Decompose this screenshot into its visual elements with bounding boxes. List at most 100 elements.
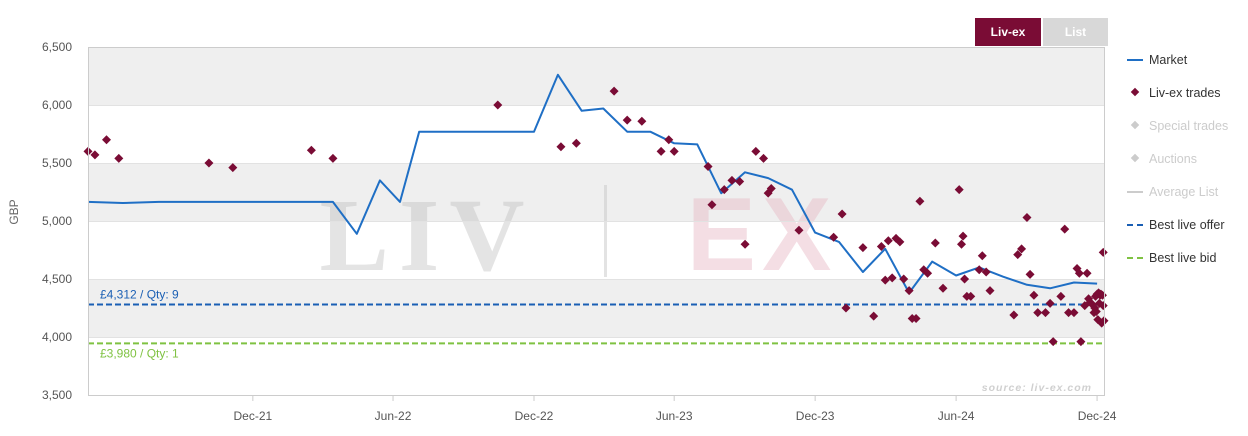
trade-point[interactable] bbox=[1098, 301, 1108, 311]
grid-band bbox=[88, 163, 1104, 221]
trade-point[interactable] bbox=[1040, 308, 1050, 318]
legend-item-liv-ex-trades[interactable]: Liv-ex trades bbox=[1126, 83, 1221, 103]
trade-point[interactable] bbox=[766, 184, 776, 194]
trade-point[interactable] bbox=[837, 209, 847, 219]
trade-point[interactable] bbox=[1013, 250, 1023, 260]
tab-livex[interactable]: Liv-ex bbox=[975, 18, 1041, 46]
trade-point[interactable] bbox=[977, 251, 987, 261]
legend-item-special-trades[interactable]: Special trades bbox=[1126, 116, 1228, 136]
trade-point[interactable] bbox=[880, 275, 890, 285]
trade-point[interactable] bbox=[1045, 298, 1055, 308]
trade-point[interactable] bbox=[1076, 337, 1086, 347]
trade-point[interactable] bbox=[556, 142, 566, 152]
y-tick-label: 3,500 bbox=[42, 388, 72, 402]
trade-point[interactable] bbox=[751, 146, 761, 156]
trade-point[interactable] bbox=[899, 274, 909, 284]
trade-point[interactable] bbox=[228, 163, 238, 173]
trade-point[interactable] bbox=[669, 146, 679, 156]
trade-point[interactable] bbox=[114, 153, 124, 163]
trade-point[interactable] bbox=[841, 303, 851, 313]
y-axis-tick-labels: 3,500 4,000 4,500 5,000 5,500 6,000 6,500 bbox=[42, 40, 72, 402]
legend-item-best-live-offer[interactable]: Best live offer bbox=[1126, 215, 1225, 235]
trade-point[interactable] bbox=[306, 145, 316, 155]
legend-label: Average List bbox=[1149, 185, 1219, 199]
trade-point[interactable] bbox=[719, 185, 729, 195]
trade-point[interactable] bbox=[974, 265, 984, 275]
trade-point[interactable] bbox=[204, 158, 214, 168]
trade-point[interactable] bbox=[829, 232, 839, 242]
trade-point[interactable] bbox=[958, 231, 968, 241]
market-series-line[interactable] bbox=[87, 73, 1098, 294]
trade-point[interactable] bbox=[664, 135, 674, 145]
view-tabs: Liv-ex List bbox=[975, 18, 1108, 46]
trade-point[interactable] bbox=[703, 161, 713, 171]
legend-label: Best live offer bbox=[1149, 218, 1225, 232]
trade-point[interactable] bbox=[735, 177, 745, 187]
tab-list[interactable]: List bbox=[1043, 18, 1108, 46]
trade-point[interactable] bbox=[938, 283, 948, 293]
trade-point[interactable] bbox=[887, 273, 897, 283]
trade-point[interactable] bbox=[923, 268, 933, 278]
trade-point[interactable] bbox=[1091, 306, 1101, 316]
trade-point[interactable] bbox=[1017, 244, 1027, 254]
diamond-legend-icon bbox=[1126, 85, 1144, 101]
y-tick-label: 5,000 bbox=[42, 214, 72, 228]
trade-point[interactable] bbox=[740, 239, 750, 249]
trade-point[interactable] bbox=[915, 196, 925, 206]
legend-item-best-live-bid[interactable]: Best live bid bbox=[1126, 248, 1216, 268]
trade-point[interactable] bbox=[858, 243, 868, 253]
trade-point[interactable] bbox=[895, 237, 905, 247]
y-tick-label: 5,500 bbox=[42, 156, 72, 170]
trade-point[interactable] bbox=[1056, 291, 1066, 301]
trade-point[interactable] bbox=[794, 225, 804, 235]
trade-point[interactable] bbox=[911, 313, 921, 323]
diamond-legend-icon bbox=[1126, 151, 1144, 167]
trade-point[interactable] bbox=[656, 146, 666, 156]
trade-point[interactable] bbox=[1060, 224, 1070, 234]
legend-label: Market bbox=[1149, 53, 1188, 67]
x-tick-label: Jun-22 bbox=[375, 409, 412, 423]
trade-point[interactable] bbox=[1069, 308, 1079, 318]
trade-point[interactable] bbox=[1009, 310, 1019, 320]
trade-point[interactable] bbox=[1025, 269, 1035, 279]
legend-item-market[interactable]: Market bbox=[1126, 50, 1187, 70]
trade-point[interactable] bbox=[960, 274, 970, 284]
trade-point[interactable] bbox=[571, 138, 581, 148]
trade-point[interactable] bbox=[101, 135, 111, 145]
trade-point[interactable] bbox=[1022, 213, 1032, 223]
legend-item-auctions[interactable]: Auctions bbox=[1126, 149, 1197, 169]
trade-point[interactable] bbox=[622, 115, 632, 125]
trade-point[interactable] bbox=[1048, 337, 1058, 347]
legend-label: Best live bid bbox=[1149, 251, 1217, 265]
legend-item-average-list[interactable]: Average List bbox=[1126, 182, 1218, 202]
watermark-liv: LIV bbox=[320, 178, 535, 293]
x-tick-label: Jun-24 bbox=[938, 409, 975, 423]
y-tick-label: 6,000 bbox=[42, 98, 72, 112]
trade-point[interactable] bbox=[956, 239, 966, 249]
trade-point[interactable] bbox=[1074, 268, 1084, 278]
trade-point[interactable] bbox=[966, 291, 976, 301]
trade-point[interactable] bbox=[609, 86, 619, 96]
trade-point[interactable] bbox=[930, 238, 940, 248]
trade-point[interactable] bbox=[985, 286, 995, 296]
trade-point[interactable] bbox=[759, 153, 769, 163]
trade-point[interactable] bbox=[883, 236, 893, 246]
trade-point[interactable] bbox=[1082, 268, 1092, 278]
trade-point[interactable] bbox=[493, 100, 503, 110]
trade-point[interactable] bbox=[328, 153, 338, 163]
trade-point[interactable] bbox=[90, 150, 100, 160]
trade-point[interactable] bbox=[727, 175, 737, 185]
trade-point[interactable] bbox=[904, 286, 914, 296]
trade-point[interactable] bbox=[954, 185, 964, 195]
trade-point[interactable] bbox=[1029, 290, 1039, 300]
trade-point[interactable] bbox=[637, 116, 647, 126]
trade-point[interactable] bbox=[707, 200, 717, 210]
trade-point[interactable] bbox=[876, 242, 886, 252]
legend-label: Special trades bbox=[1149, 119, 1229, 133]
trade-point[interactable] bbox=[1064, 308, 1074, 318]
legend-label: Auctions bbox=[1149, 152, 1197, 166]
trade-point[interactable] bbox=[869, 311, 879, 321]
trade-point[interactable] bbox=[1098, 247, 1108, 257]
trade-point[interactable] bbox=[981, 267, 991, 277]
trade-point[interactable] bbox=[1033, 308, 1043, 318]
